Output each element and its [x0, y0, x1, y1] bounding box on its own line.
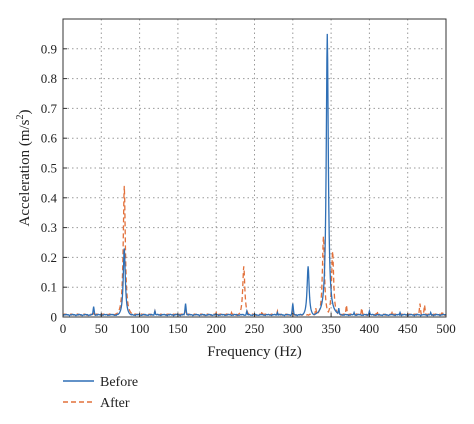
y-tick-label: 0.4 [41, 190, 58, 205]
y-tick-label: 0.2 [41, 250, 57, 265]
y-axis-title-superscript: 2 [15, 114, 26, 119]
legend-label-after: After [100, 396, 130, 411]
y-tick-label: 0.1 [41, 280, 57, 295]
y-tick-label: 0.8 [41, 71, 57, 86]
x-tick-label: 200 [206, 321, 226, 336]
x-tick-label: 400 [360, 321, 380, 336]
grid [63, 19, 446, 317]
y-tick-label: 0.7 [41, 101, 58, 116]
x-tick-label: 150 [168, 321, 188, 336]
x-tick-label: 300 [283, 321, 303, 336]
y-tick-label: 0.6 [41, 131, 58, 146]
legend: Before After [63, 375, 138, 411]
y-tick-label: 0.9 [41, 41, 57, 56]
x-tick-label: 350 [321, 321, 341, 336]
x-tick-label: 50 [95, 321, 108, 336]
x-axis-title: Frequency (Hz) [207, 344, 302, 360]
y-tick-label: 0.5 [41, 161, 57, 176]
x-tick-label: 250 [245, 321, 265, 336]
y-axis-title: Acceleration (m/s2) [15, 109, 33, 226]
ticks: 0 50 100 150 200 250 300 350 400 450 500 0 0.1 0.2 0.3… [41, 41, 456, 336]
y-tick-label: 0.3 [41, 220, 57, 235]
x-tick-label: 0 [60, 321, 67, 336]
y-tick-label: 0 [51, 310, 58, 325]
x-tick-label: 450 [398, 321, 418, 336]
legend-label-before: Before [100, 375, 138, 390]
x-tick-label: 100 [130, 321, 150, 336]
x-tick-label: 500 [436, 321, 456, 336]
